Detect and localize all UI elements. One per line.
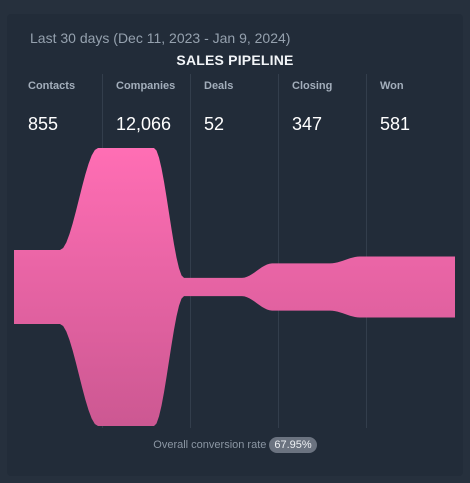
stage-label-companies: Companies [116, 80, 176, 92]
stage-label-contacts: Contacts [28, 80, 76, 92]
stage-value-deals: 52 [204, 114, 225, 134]
stage-label-won: Won [380, 80, 404, 92]
stage-divider [190, 74, 191, 428]
conversion-footer: Overall conversion rate 67.95% [0, 437, 470, 453]
stage-divider [366, 74, 367, 428]
date-range-label: Last 30 days (Dec 11, 2023 - Jan 9, 2024… [30, 30, 291, 46]
conversion-label: Overall conversion rate [153, 439, 267, 451]
stage-divider [278, 74, 279, 428]
stage-value-companies: 12,066 [116, 114, 172, 134]
funnel-area [14, 148, 455, 426]
conversion-rate-badge: 67.95% [269, 437, 317, 453]
stage-value-contacts: 855 [28, 114, 59, 134]
stage-value-closing: 347 [292, 114, 323, 134]
stage-label-closing: Closing [292, 80, 333, 92]
chart-title: SALES PIPELINE [176, 52, 294, 68]
stage-value-won: 581 [380, 114, 411, 134]
stage-label-deals: Deals [204, 80, 234, 92]
